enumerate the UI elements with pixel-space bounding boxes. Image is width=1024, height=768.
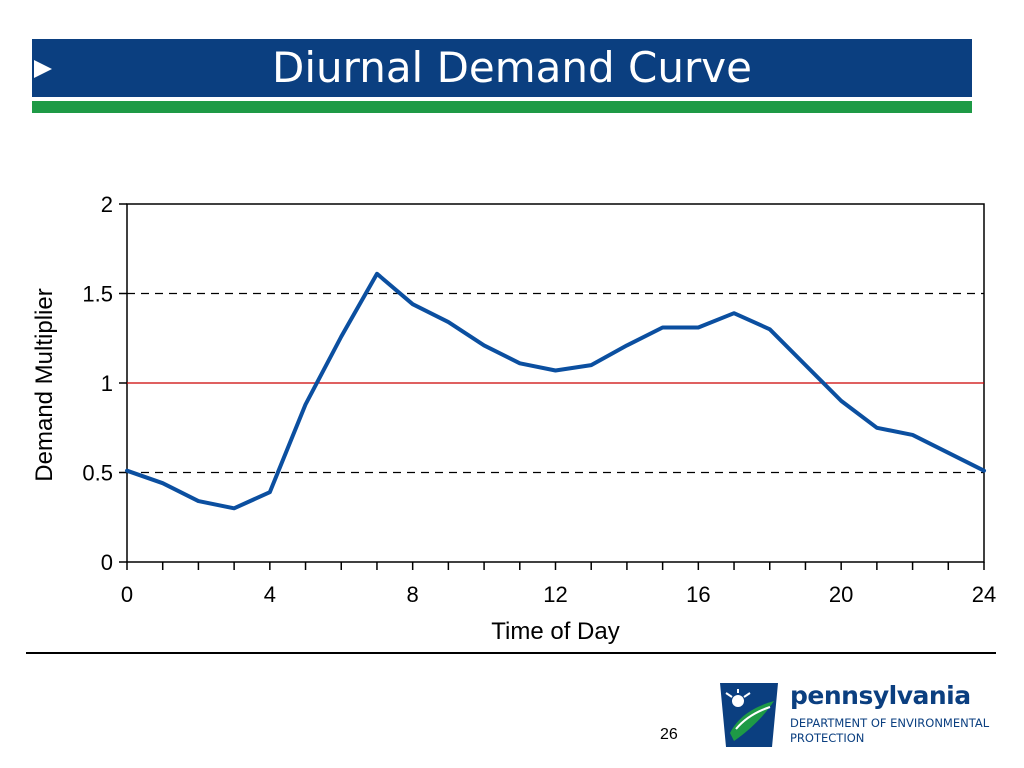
- y-tick-label: 0: [101, 550, 113, 575]
- y-tick-label: 1: [101, 371, 113, 396]
- footer-divider: [26, 652, 996, 654]
- x-axis-ticks: 0 4 8 12 16 20 24: [121, 562, 996, 607]
- x-axis-label: Time of Day: [491, 618, 619, 645]
- logo-department-line2: PROTECTION: [790, 731, 865, 745]
- pa-dep-logo: pennsylvania DEPARTMENT OF ENVIRONMENTAL…: [716, 681, 1016, 751]
- page-title: Diurnal Demand Curve: [272, 43, 752, 92]
- series-line: [125, 271, 986, 511]
- x-tick-label: 16: [686, 582, 710, 607]
- page-number: 26: [660, 726, 678, 743]
- demand-chart: 0 0.5 1 1.5 2 0 4 8 12 16 20 24 Time of Day Demand…: [31, 192, 996, 645]
- x-tick-label: 8: [407, 582, 419, 607]
- logo-wordmark: pennsylvania: [790, 681, 971, 710]
- y-axis-label: Demand Multiplier: [31, 288, 58, 481]
- x-tick-label: 24: [972, 582, 996, 607]
- x-tick-label: 4: [264, 582, 276, 607]
- reference-lines: [127, 292, 984, 474]
- keystone-icon: [720, 683, 778, 747]
- y-axis-ticks: 0 0.5 1 1.5 2: [82, 192, 127, 575]
- chevron-right-icon: [34, 60, 52, 78]
- x-tick-label: 20: [829, 582, 853, 607]
- y-tick-label: 0.5: [82, 461, 113, 486]
- title-bar: [32, 39, 972, 97]
- logo-department-line1: DEPARTMENT OF ENVIRONMENTAL: [790, 716, 990, 730]
- x-tick-label: 12: [543, 582, 567, 607]
- accent-bar: [32, 101, 972, 113]
- x-tick-label: 0: [121, 582, 133, 607]
- logo-department: DEPARTMENT OF ENVIRONMENTAL PROTECTION: [790, 716, 1020, 746]
- y-tick-label: 1.5: [82, 282, 113, 307]
- y-tick-label: 2: [101, 192, 113, 217]
